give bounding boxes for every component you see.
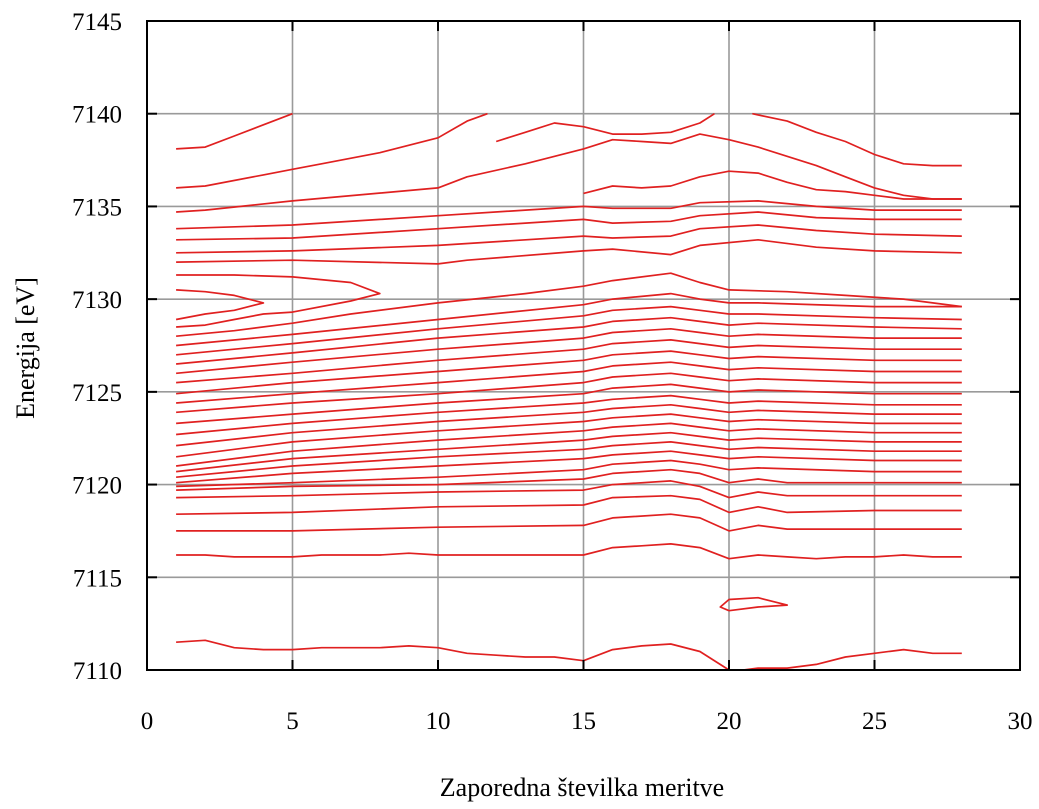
x-tick-label: 25 xyxy=(862,708,887,735)
contour-line xyxy=(176,200,962,230)
y-tick-label: 7125 xyxy=(72,380,122,407)
y-tick-label: 7135 xyxy=(72,194,122,221)
contour-line xyxy=(176,211,962,241)
contour-line xyxy=(176,272,962,338)
y-tick-label: 7110 xyxy=(73,658,122,685)
axis-ticks: 0 5 10 15 20 25 30 7110 7115 7120 7125 7130 7135 7140… xyxy=(72,9,1033,735)
contour-line xyxy=(583,170,962,200)
x-tick-label: 5 xyxy=(286,708,299,735)
contour-line xyxy=(176,305,962,356)
y-tick-label: 7140 xyxy=(72,102,122,129)
contour-line xyxy=(176,459,962,488)
contour-lines xyxy=(175,112,962,671)
contour-line xyxy=(176,372,962,414)
contour-line xyxy=(176,224,962,254)
x-tick-label: 30 xyxy=(1008,708,1033,735)
contour-line xyxy=(176,274,381,328)
contour-line xyxy=(176,327,962,375)
contour-line xyxy=(176,112,488,189)
contour-line xyxy=(495,112,715,143)
y-tick-label: 7115 xyxy=(73,565,122,592)
y-tick-label: 7145 xyxy=(72,9,122,36)
x-axis-label: Zaporedna številka meritve xyxy=(440,773,724,802)
y-axis-label: Energija [eV] xyxy=(11,277,40,419)
contour-line xyxy=(176,133,962,213)
contour-line xyxy=(176,450,962,484)
contour-line xyxy=(176,543,962,560)
contour-line xyxy=(176,494,962,516)
contour-line xyxy=(176,112,293,150)
contour-line xyxy=(743,648,962,671)
contour-line xyxy=(176,383,962,425)
contour-line xyxy=(752,112,962,167)
contour-line xyxy=(176,513,962,532)
x-tick-label: 20 xyxy=(717,708,742,735)
contour-line xyxy=(175,413,962,458)
x-tick-label: 15 xyxy=(571,708,596,735)
x-tick-label: 10 xyxy=(426,708,451,735)
contour-line xyxy=(176,468,962,491)
contour-line xyxy=(176,441,962,479)
contour-line xyxy=(176,292,962,347)
contour-line xyxy=(719,596,789,612)
contour-line xyxy=(176,361,962,404)
contour-line xyxy=(175,422,962,467)
contour-line xyxy=(176,238,962,265)
contour-line xyxy=(176,403,962,447)
contour-line xyxy=(176,394,962,436)
contour-line xyxy=(176,316,962,365)
contour-line xyxy=(176,339,962,384)
contour-line xyxy=(176,480,962,499)
contour-line xyxy=(176,350,962,395)
y-tick-label: 7120 xyxy=(72,473,122,500)
y-tick-label: 7130 xyxy=(72,287,122,314)
x-tick-label: 0 xyxy=(141,708,154,735)
contour-line xyxy=(176,639,730,671)
contour-line xyxy=(175,289,265,321)
contour-line xyxy=(176,431,962,473)
